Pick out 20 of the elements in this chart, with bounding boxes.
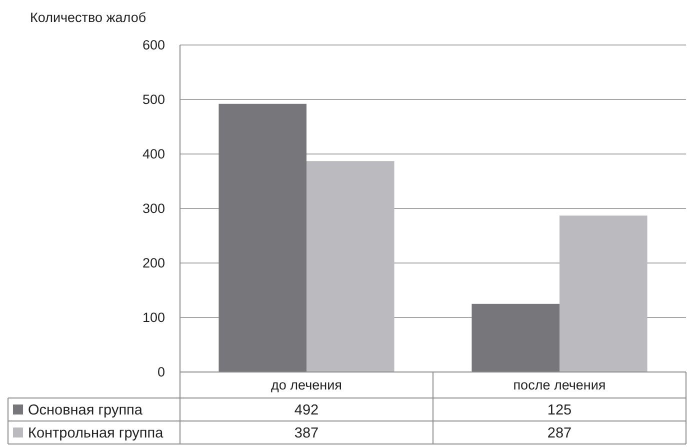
x-tick-label: до лечения — [271, 378, 342, 393]
y-tick-label: 100 — [142, 310, 165, 326]
y-tick-label: 0 — [157, 364, 165, 380]
y-axis-title: Количество жалоб — [30, 10, 146, 25]
y-tick-label: 600 — [142, 38, 165, 53]
bar — [472, 304, 560, 372]
x-tick-label: после лечения — [513, 378, 606, 393]
data-label: 492 — [294, 402, 319, 419]
bar — [306, 161, 394, 372]
bar — [560, 216, 648, 372]
data-label: 125 — [547, 402, 572, 419]
legend-label: Контрольная группа — [28, 426, 164, 442]
bar — [218, 104, 306, 372]
y-tick-label: 400 — [142, 146, 165, 162]
data-label: 387 — [294, 426, 319, 442]
y-tick-label: 300 — [142, 201, 165, 216]
y-tick-label: 500 — [142, 92, 165, 108]
data-label: 287 — [547, 426, 572, 442]
y-tick-label: 200 — [142, 256, 165, 271]
legend-label: Основная группа — [28, 402, 144, 419]
